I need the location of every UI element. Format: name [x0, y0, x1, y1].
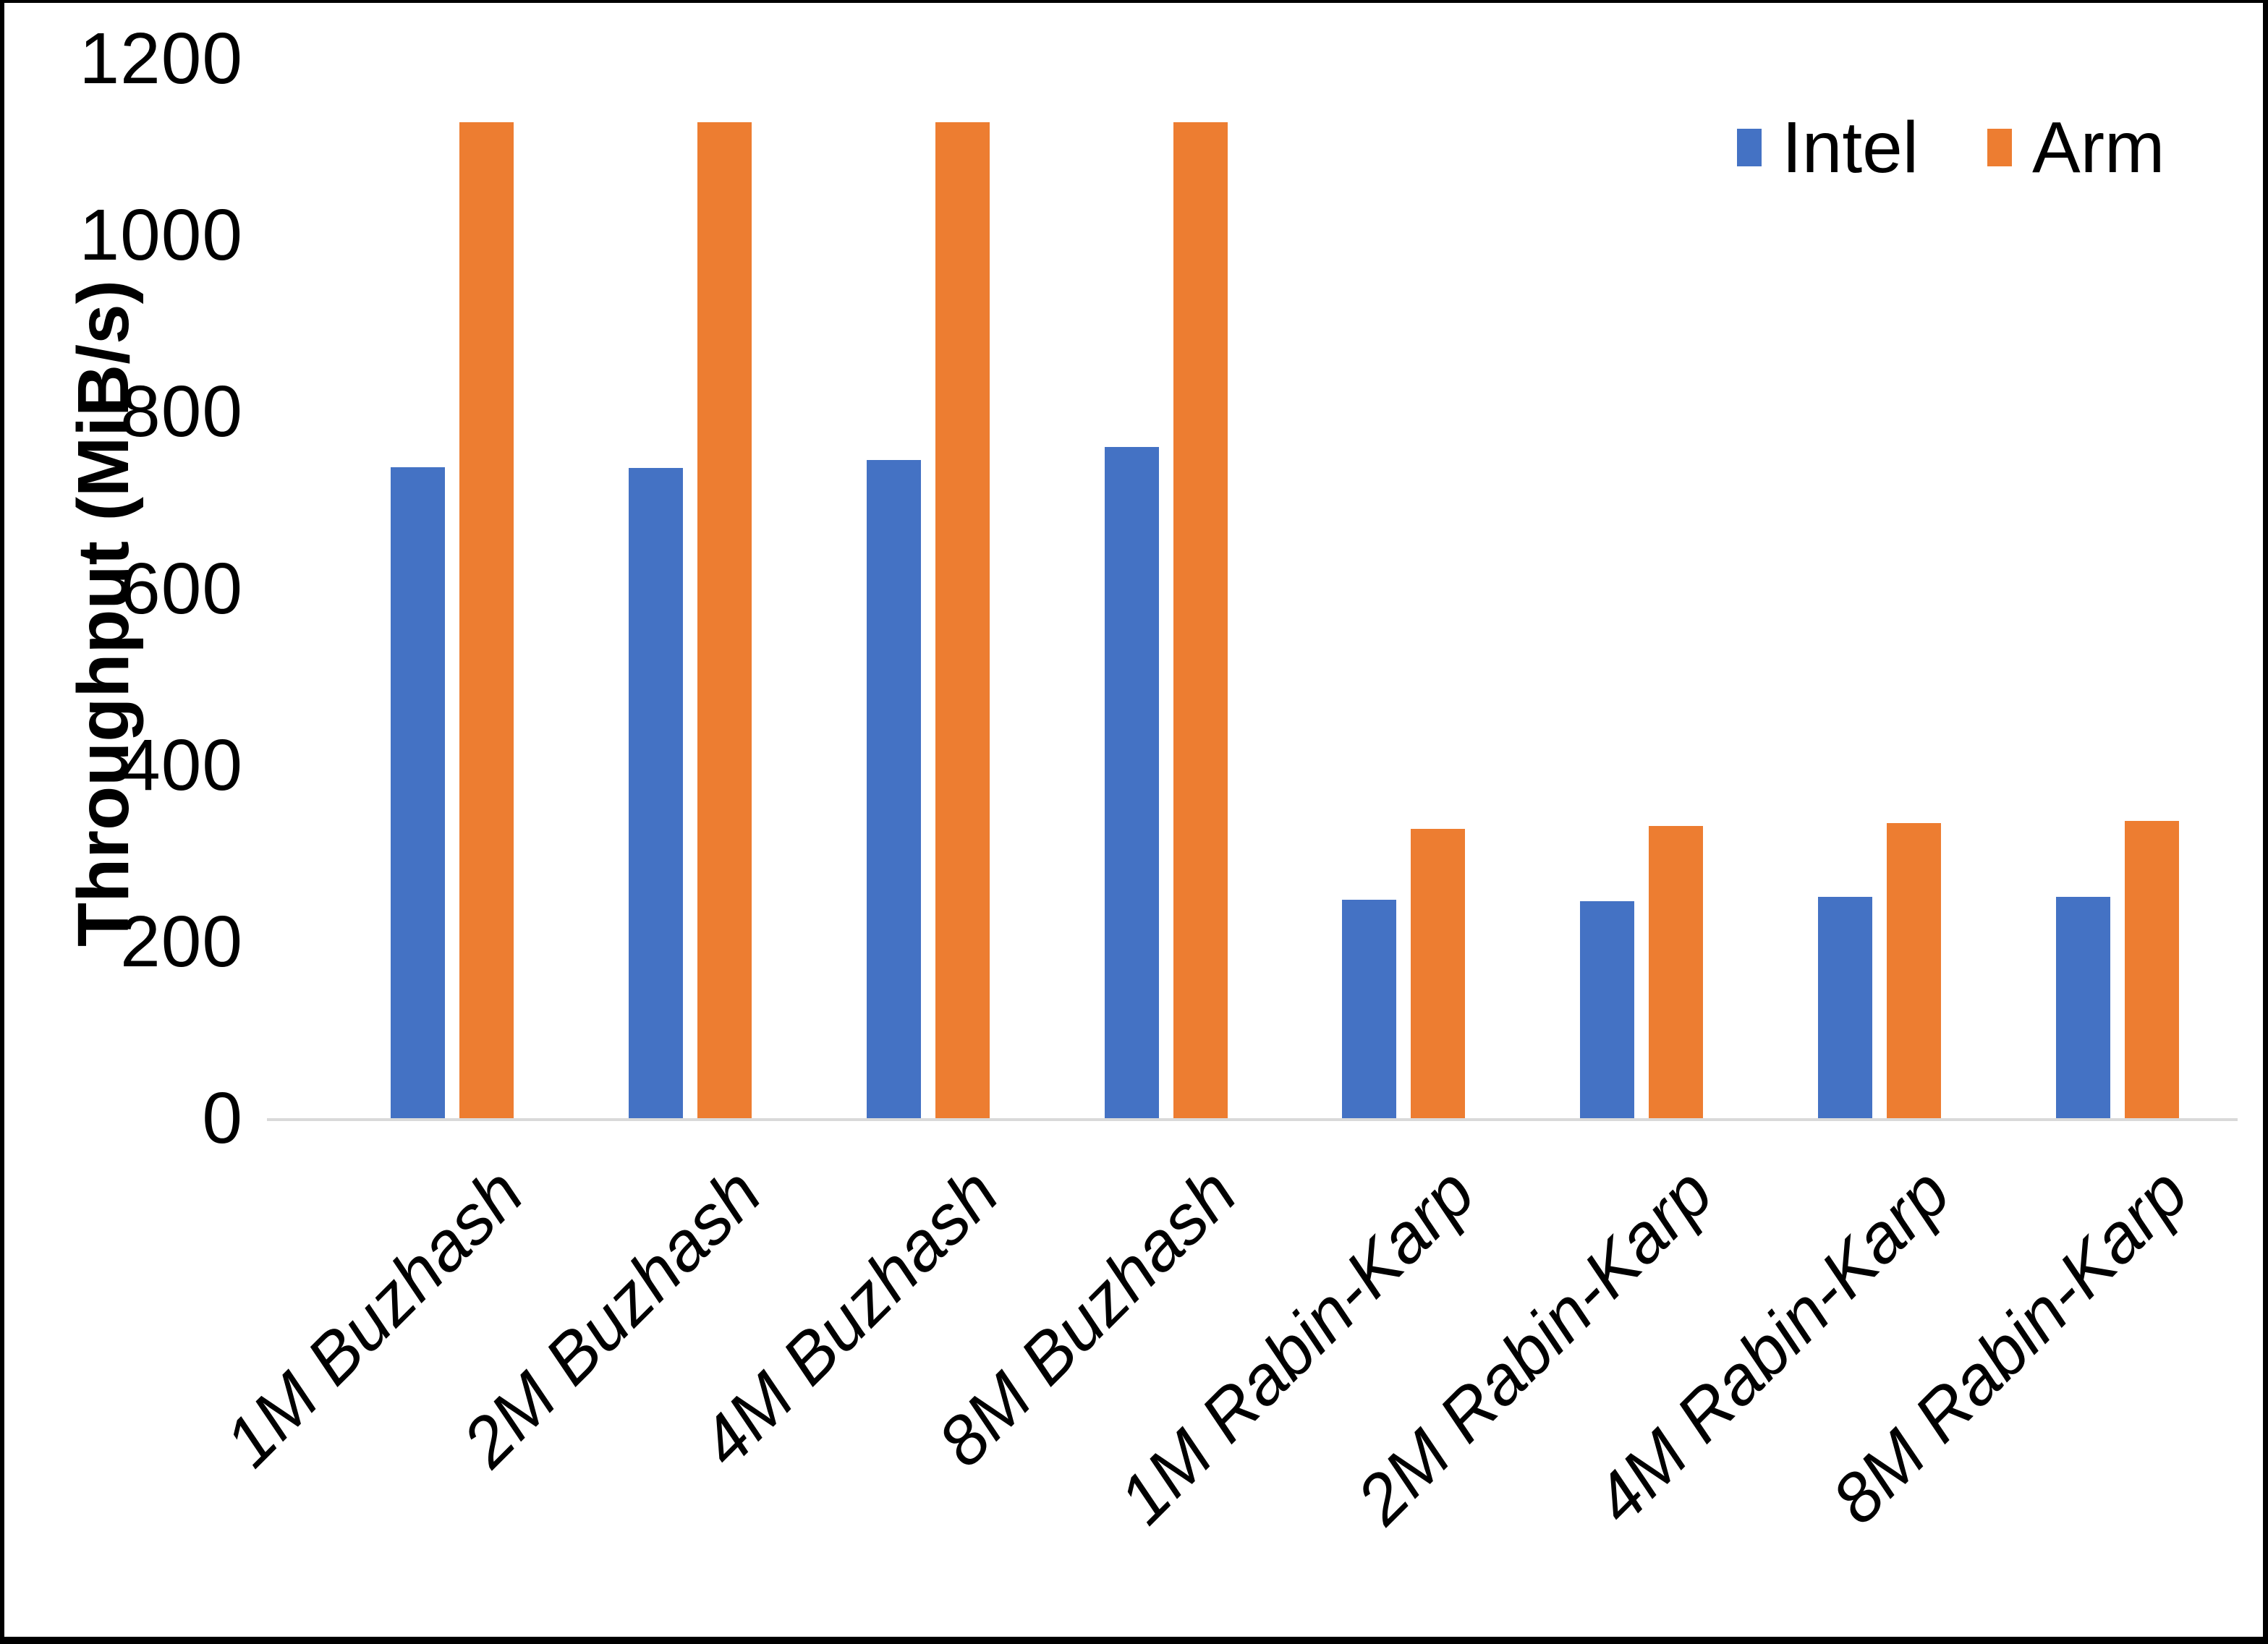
y-tick-label: 0 — [202, 1078, 243, 1159]
bar-arm-7 — [1886, 823, 1941, 1118]
bar-intel-1 — [391, 467, 446, 1118]
bar-arm-3 — [935, 122, 990, 1118]
legend-item-arm: Arm — [1987, 110, 2165, 185]
legend-swatch-arm — [1987, 129, 2013, 166]
bar-arm-1 — [459, 122, 514, 1118]
bar-intel-2 — [629, 468, 684, 1118]
y-tick-label: 1000 — [79, 195, 243, 276]
legend-swatch-intel — [1737, 129, 1762, 166]
plot-area: 0 200 400 600 800 1000 1200 1M Buzhash 2M Buzhas… — [4, 3, 2263, 1637]
bar-intel-5 — [1342, 900, 1397, 1118]
bar-arm-5 — [1411, 828, 1466, 1118]
y-tick-label: 200 — [120, 900, 243, 982]
bar-intel-3 — [866, 460, 921, 1118]
x-axis-line — [267, 1118, 2238, 1121]
bar-arm-8 — [2124, 820, 2179, 1118]
legend: Intel Arm — [1737, 110, 2165, 185]
bar-arm-2 — [697, 122, 752, 1118]
legend-item-intel: Intel — [1737, 110, 1919, 185]
y-tick-label: 600 — [120, 548, 243, 629]
y-tick-label: 400 — [120, 724, 243, 806]
bar-intel-7 — [1817, 896, 1872, 1118]
legend-label-arm: Arm — [2032, 107, 2165, 188]
bar-intel-8 — [2055, 896, 2110, 1118]
bar-intel-6 — [1580, 900, 1635, 1118]
y-tick-label: 1200 — [79, 18, 243, 99]
legend-label-intel: Intel — [1782, 107, 1919, 188]
bar-arm-6 — [1649, 825, 1704, 1118]
y-tick-label: 800 — [120, 371, 243, 453]
bar-arm-4 — [1173, 122, 1228, 1118]
bar-intel-4 — [1104, 447, 1159, 1118]
